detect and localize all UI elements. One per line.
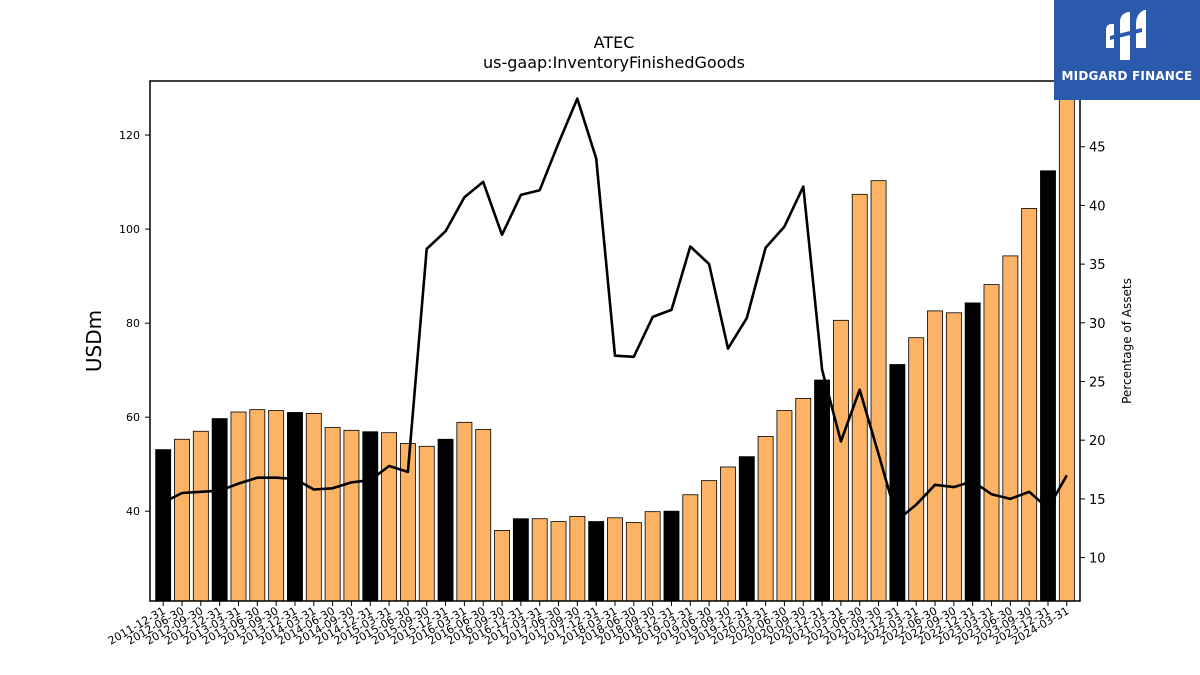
- y2-tick-label-15: 15: [1089, 493, 1106, 508]
- bar-2016-09-30: [494, 530, 510, 602]
- bar-2013-03-31: [230, 411, 247, 602]
- bar-2023-09-30: [1021, 208, 1038, 602]
- bar-2014-06-30: [324, 427, 341, 602]
- bar-2020-12-31: [814, 379, 831, 602]
- logo-mark-icon: [1106, 10, 1146, 60]
- bar-2021-03-31: [832, 319, 849, 602]
- bar-2019-06-30: [701, 480, 718, 602]
- bar-2012-06-30: [174, 438, 190, 602]
- bar-2017-06-30: [550, 521, 567, 602]
- bar-2019-12-31: [738, 456, 755, 602]
- bar-2012-12-31: [211, 418, 228, 602]
- y-tick-label-40: 40: [126, 505, 140, 518]
- y2-tick-label-25: 25: [1089, 375, 1106, 390]
- bar-2020-06-30: [776, 410, 793, 602]
- bar-2023-12-31: [1040, 170, 1056, 602]
- bar-2016-06-30: [475, 428, 492, 602]
- bar-2013-12-31: [287, 412, 303, 602]
- chart-subtitle: us-gaap:InventoryFinishedGoods: [483, 53, 745, 72]
- y2-tick-label-20: 20: [1089, 434, 1106, 449]
- bar-series: [155, 80, 1075, 602]
- bar-2022-12-31: [964, 302, 981, 602]
- bar-2020-03-31: [757, 436, 774, 602]
- bar-2016-12-31: [512, 518, 529, 602]
- y2-tick-label-35: 35: [1089, 258, 1106, 273]
- bar-2018-06-30: [625, 522, 642, 602]
- bar-2021-06-30: [851, 193, 868, 602]
- bar-2013-09-30: [268, 410, 285, 602]
- bar-2022-03-31: [908, 337, 925, 602]
- y2-tick-label-10: 10: [1089, 552, 1106, 567]
- y-tick-label-100: 100: [119, 223, 140, 236]
- bar-2020-09-30: [795, 397, 812, 602]
- bar-2016-03-31: [456, 421, 473, 602]
- bar-2015-12-31: [437, 438, 454, 602]
- bar-2018-12-31: [663, 510, 680, 602]
- x-tick-labels: 2011-12-312012-06-302012-09-302012-12-31…: [106, 604, 1072, 647]
- bar-2017-09-30: [569, 515, 586, 602]
- bar-2022-06-30: [927, 310, 943, 602]
- y2-tick-label-30: 30: [1089, 317, 1106, 332]
- bar-2021-12-31: [889, 364, 906, 602]
- bar-2015-03-31: [381, 432, 398, 602]
- bar-2014-03-31: [305, 413, 322, 602]
- y-tick-label-120: 120: [119, 129, 140, 142]
- bar-2014-12-31: [362, 431, 379, 602]
- bar-2024-03-31: [1058, 80, 1075, 602]
- bar-2019-03-31: [682, 494, 699, 602]
- y-tick-label-60: 60: [126, 411, 140, 424]
- midgard-finance-logo: MIDGARD FINANCE: [1054, 0, 1200, 100]
- bar-2021-09-30: [870, 180, 887, 602]
- bar-2014-09-30: [343, 429, 360, 602]
- y2-axis-label: Percentage of Assets: [1120, 278, 1134, 404]
- bar-2017-03-31: [531, 518, 548, 602]
- line-series: [162, 97, 1068, 522]
- y2-tick-label-45: 45: [1089, 141, 1106, 156]
- bar-2022-09-30: [945, 312, 962, 602]
- bar-2011-12-31: [155, 449, 172, 602]
- bar-2018-09-30: [644, 511, 661, 602]
- bar-2019-09-30: [720, 466, 736, 602]
- y-tick-label-80: 80: [126, 317, 140, 330]
- bar-2023-03-31: [983, 284, 1000, 602]
- bar-2015-09-30: [418, 445, 435, 602]
- bar-2012-09-30: [192, 430, 209, 602]
- bar-2023-06-30: [1002, 255, 1019, 602]
- y2-tick-label-40: 40: [1089, 199, 1106, 214]
- bar-2018-03-31: [607, 517, 623, 602]
- axes: 40 60 80 100 120 10 15 20 25 30 35 40 45: [119, 80, 1106, 606]
- bar-2017-12-31: [588, 521, 605, 602]
- bar-2013-06-30: [249, 409, 266, 602]
- line-percentage-of-assets: [162, 97, 1068, 522]
- y-axis-label: USDm: [82, 310, 106, 372]
- chart-title: ATEC: [594, 33, 635, 52]
- logo-text: MIDGARD FINANCE: [1061, 69, 1193, 83]
